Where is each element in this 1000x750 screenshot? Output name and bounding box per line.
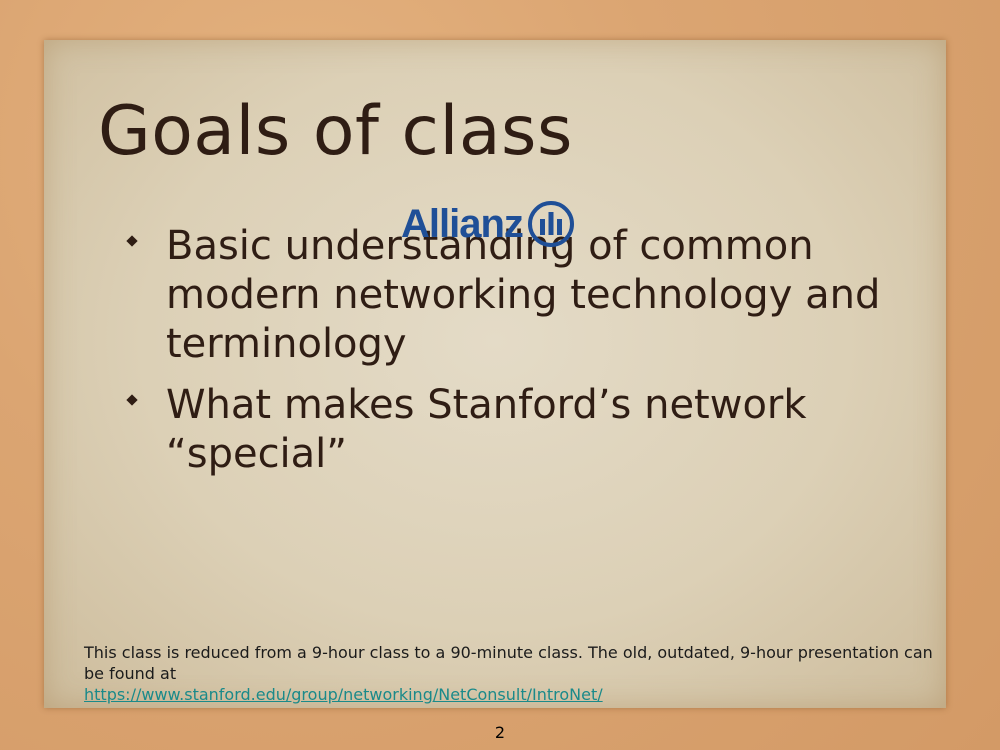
bullet-item: What makes Stanford’s network “special” <box>126 381 916 479</box>
slide-board <box>44 40 946 708</box>
bullet-text: Basic understanding of common modern net… <box>166 223 881 367</box>
allianz-logo: Allianz <box>401 198 575 250</box>
slide-title: Goals of class <box>98 92 573 171</box>
bullet-diamond-icon <box>126 394 138 406</box>
bullet-item: Basic understanding of common modern net… <box>126 222 916 369</box>
logo-text: Allianz <box>401 201 524 246</box>
allianz-eagle-icon <box>527 201 574 247</box>
bullet-text: What makes Stanford’s network “special” <box>166 382 807 477</box>
bullet-list: Basic understanding of common modern net… <box>126 222 916 491</box>
bullet-diamond-icon <box>126 235 138 247</box>
footnote-text: This class is reduced from a 9-hour clas… <box>84 643 933 683</box>
footnote: This class is reduced from a 9-hour clas… <box>84 642 944 705</box>
page-number: 2 <box>494 723 506 742</box>
introNet-link[interactable]: https://www.stanford.edu/group/networkin… <box>84 685 603 704</box>
